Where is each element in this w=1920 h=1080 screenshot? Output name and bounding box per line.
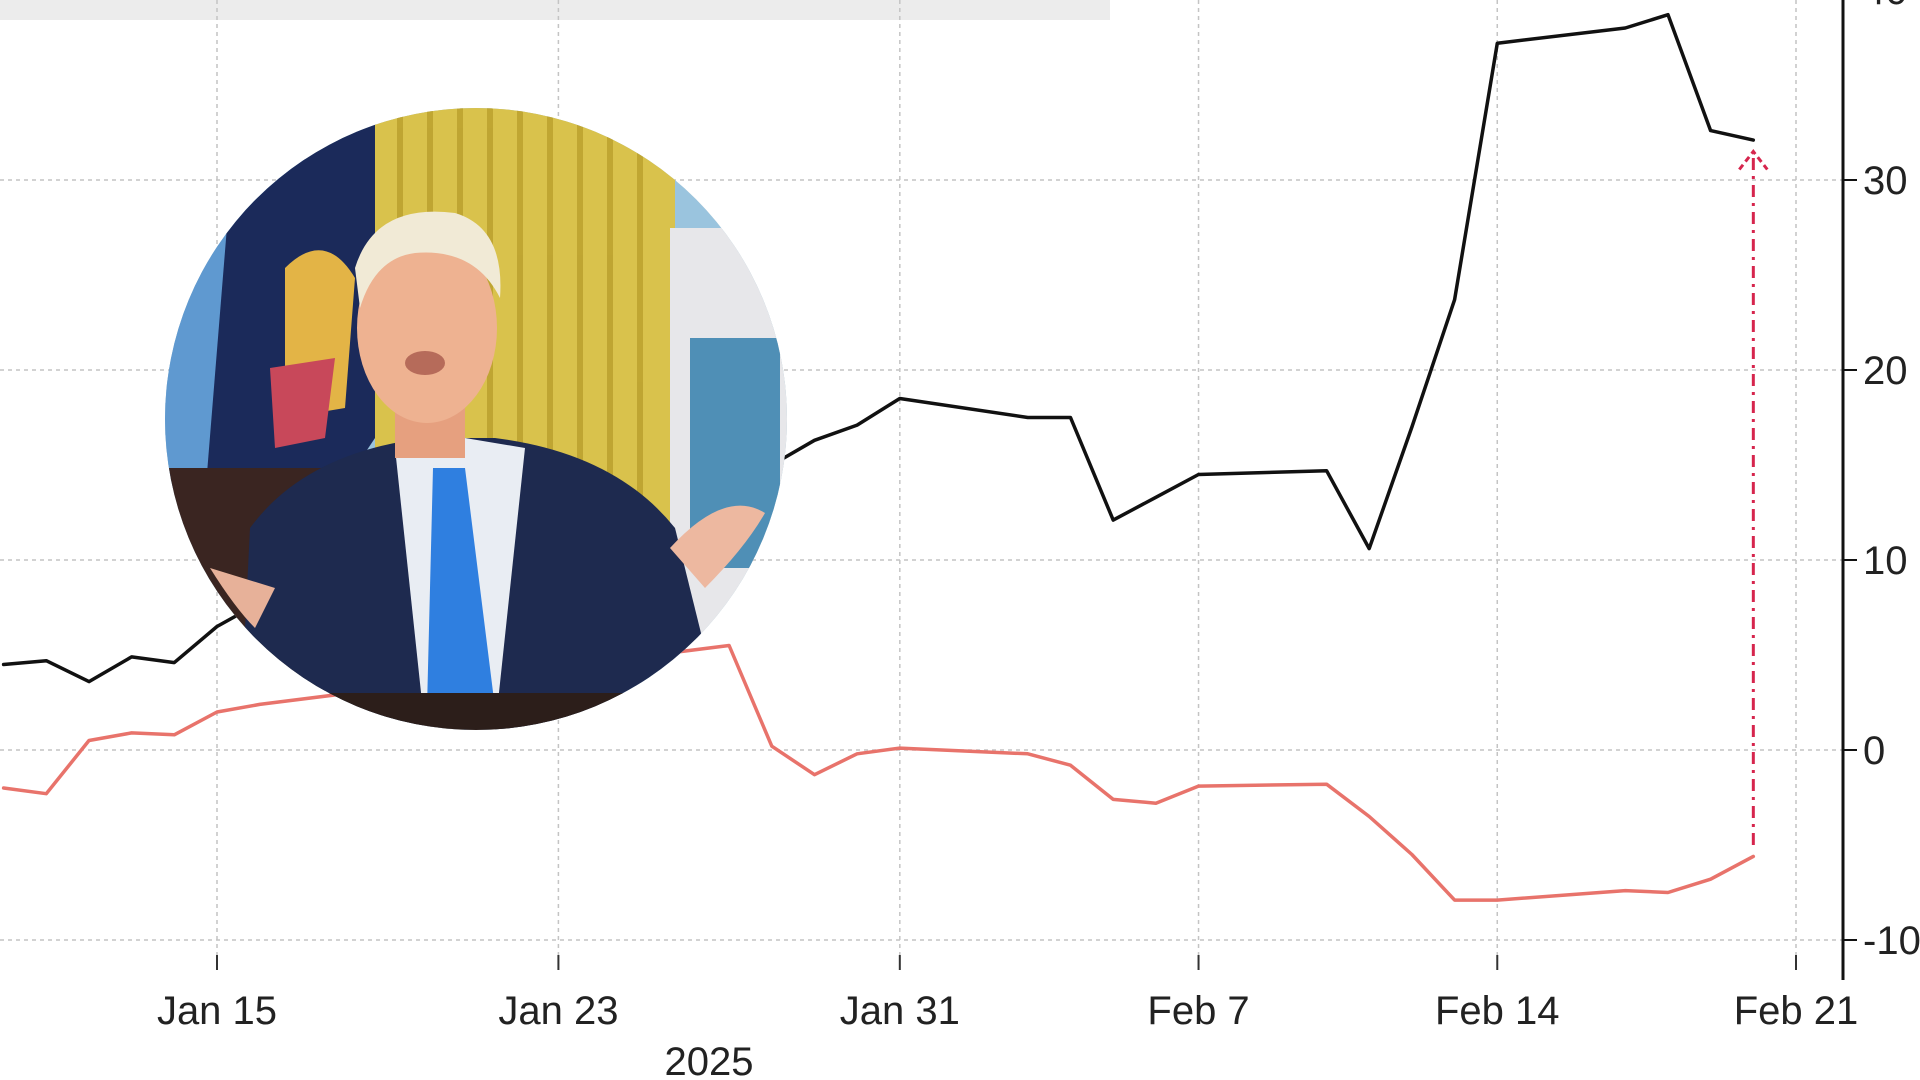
y-tick-label: 40 <box>1863 0 1908 13</box>
portrait-photo-icon <box>165 108 787 730</box>
x-tick-label: Feb 14 <box>1435 989 1560 1033</box>
x-tick-label: Feb 21 <box>1734 989 1859 1033</box>
x-tick-label: Jan 15 <box>157 989 277 1033</box>
y-tick-label: 10 <box>1863 539 1908 583</box>
annotation-arrow-head <box>1738 149 1769 171</box>
y-tick-label: -10 <box>1863 919 1920 963</box>
x-tick-label: Jan 31 <box>840 989 960 1033</box>
series-line <box>1 643 1756 902</box>
series-line <box>1 12 1756 684</box>
x-tick-label: Feb 7 <box>1147 989 1249 1033</box>
y-tick-label: 30 <box>1863 159 1908 203</box>
legend-band <box>0 0 1110 20</box>
y-tick-label: 20 <box>1863 349 1908 393</box>
y-tick-label: 0 <box>1863 729 1885 773</box>
x-axis-label: 2025 <box>665 1040 754 1080</box>
x-tick-label: Jan 23 <box>498 989 618 1033</box>
